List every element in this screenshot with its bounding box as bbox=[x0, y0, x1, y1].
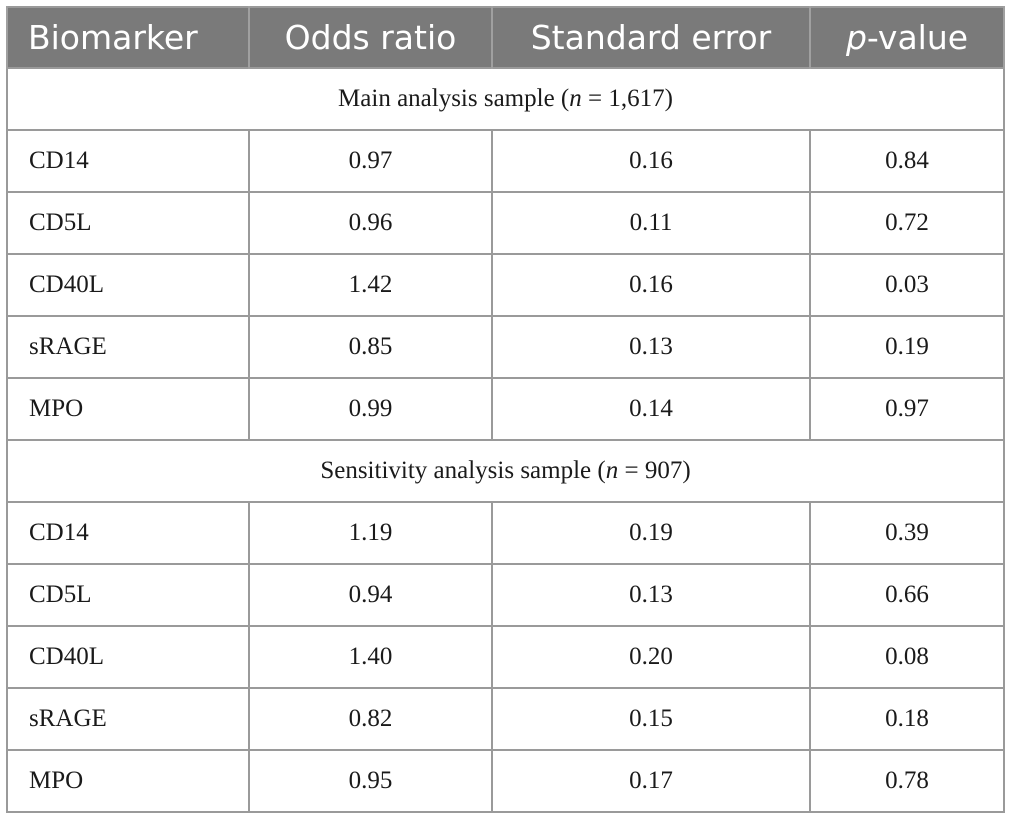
cell-p-value: 0.97 bbox=[809, 377, 1005, 441]
table-row: CD40L 1.42 0.16 0.03 bbox=[6, 253, 1005, 317]
biomarker-table: Biomarker Odds ratio Standard error p-va… bbox=[6, 6, 1005, 813]
cell-odds-ratio: 0.96 bbox=[248, 191, 493, 255]
section-title: Sensitivity analysis sample (n = 907) bbox=[6, 439, 1005, 503]
cell-p-value: 0.18 bbox=[809, 687, 1005, 751]
section-sample-size-symbol: n bbox=[605, 457, 619, 484]
table-row: CD40L 1.40 0.20 0.08 bbox=[6, 625, 1005, 689]
table-row: CD14 1.19 0.19 0.39 bbox=[6, 501, 1005, 565]
header-standard-error: Standard error bbox=[491, 7, 811, 68]
cell-odds-ratio: 0.82 bbox=[248, 687, 493, 751]
table-row: sRAGE 0.82 0.15 0.18 bbox=[6, 687, 1005, 751]
table-row: sRAGE 0.85 0.13 0.19 bbox=[6, 315, 1005, 379]
header-p-value-suffix: -value bbox=[866, 18, 969, 57]
table-row: MPO 0.95 0.17 0.78 bbox=[6, 749, 1005, 813]
cell-biomarker: sRAGE bbox=[6, 315, 250, 379]
cell-biomarker: CD5L bbox=[6, 191, 250, 255]
cell-biomarker: CD40L bbox=[6, 253, 250, 317]
section-sample-size-symbol: n bbox=[569, 85, 582, 112]
table-row: CD5L 0.96 0.11 0.72 bbox=[6, 191, 1005, 255]
cell-odds-ratio: 1.40 bbox=[248, 625, 493, 689]
header-row: Biomarker Odds ratio Standard error p-va… bbox=[6, 7, 1005, 68]
cell-standard-error: 0.14 bbox=[491, 377, 811, 441]
cell-standard-error: 0.19 bbox=[491, 501, 811, 565]
cell-odds-ratio: 0.94 bbox=[248, 563, 493, 627]
cell-p-value: 0.84 bbox=[809, 129, 1005, 193]
cell-p-value: 0.03 bbox=[809, 253, 1005, 317]
cell-p-value: 0.66 bbox=[809, 563, 1005, 627]
cell-odds-ratio: 0.85 bbox=[248, 315, 493, 379]
cell-biomarker: sRAGE bbox=[6, 687, 250, 751]
cell-odds-ratio: 0.97 bbox=[248, 129, 493, 193]
cell-odds-ratio: 1.42 bbox=[248, 253, 493, 317]
section-title-suffix: = 1,617) bbox=[581, 85, 673, 112]
section-title-prefix: Sensitivity analysis sample ( bbox=[320, 457, 606, 484]
cell-p-value: 0.19 bbox=[809, 315, 1005, 379]
cell-p-value: 0.39 bbox=[809, 501, 1005, 565]
cell-standard-error: 0.20 bbox=[491, 625, 811, 689]
cell-p-value: 0.08 bbox=[809, 625, 1005, 689]
cell-p-value: 0.72 bbox=[809, 191, 1005, 255]
header-p-value-symbol: p bbox=[845, 18, 867, 57]
cell-biomarker: CD14 bbox=[6, 501, 250, 565]
table-row: MPO 0.99 0.14 0.97 bbox=[6, 377, 1005, 441]
cell-standard-error: 0.16 bbox=[491, 129, 811, 193]
cell-odds-ratio: 1.19 bbox=[248, 501, 493, 565]
cell-standard-error: 0.13 bbox=[491, 315, 811, 379]
table-row: CD14 0.97 0.16 0.84 bbox=[6, 129, 1005, 193]
section-title: Main analysis sample (n = 1,617) bbox=[6, 67, 1005, 131]
header-p-value: p-value bbox=[809, 7, 1005, 68]
table-row: CD5L 0.94 0.13 0.66 bbox=[6, 563, 1005, 627]
cell-biomarker: CD40L bbox=[6, 625, 250, 689]
header-biomarker: Biomarker bbox=[6, 7, 250, 68]
cell-biomarker: CD14 bbox=[6, 129, 250, 193]
section-row: Main analysis sample (n = 1,617) bbox=[6, 67, 1005, 131]
cell-p-value: 0.78 bbox=[809, 749, 1005, 813]
cell-biomarker: CD5L bbox=[6, 563, 250, 627]
cell-odds-ratio: 0.99 bbox=[248, 377, 493, 441]
cell-standard-error: 0.13 bbox=[491, 563, 811, 627]
cell-standard-error: 0.11 bbox=[491, 191, 811, 255]
section-row: Sensitivity analysis sample (n = 907) bbox=[6, 439, 1005, 503]
cell-standard-error: 0.16 bbox=[491, 253, 811, 317]
cell-biomarker: MPO bbox=[6, 377, 250, 441]
cell-standard-error: 0.15 bbox=[491, 687, 811, 751]
table-body: Main analysis sample (n = 1,617) CD14 0.97… bbox=[6, 67, 1005, 813]
section-title-prefix: Main analysis sample ( bbox=[338, 85, 570, 112]
table-header: Biomarker Odds ratio Standard error p-va… bbox=[6, 7, 1005, 68]
section-title-suffix: = 907) bbox=[618, 457, 691, 484]
cell-standard-error: 0.17 bbox=[491, 749, 811, 813]
cell-biomarker: MPO bbox=[6, 749, 250, 813]
header-odds-ratio: Odds ratio bbox=[248, 7, 493, 68]
cell-odds-ratio: 0.95 bbox=[248, 749, 493, 813]
